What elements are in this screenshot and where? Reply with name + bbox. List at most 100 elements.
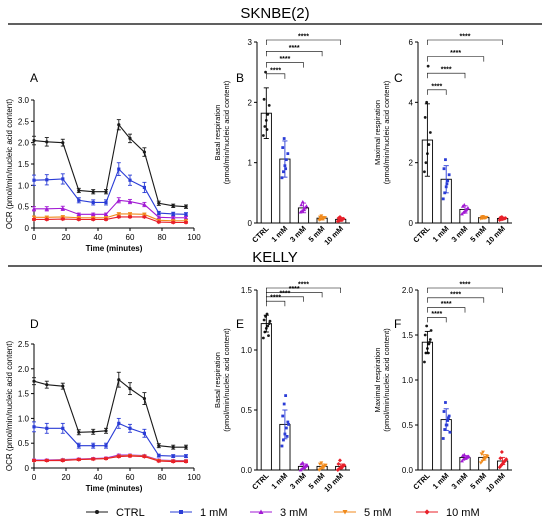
panel-letter-e: E (236, 317, 244, 331)
significance-label: **** (441, 301, 452, 308)
series-line (34, 455, 186, 463)
data-point (142, 185, 146, 190)
data-point (117, 421, 121, 425)
data-point (104, 429, 108, 433)
data-point (60, 458, 65, 463)
significance-bracket (265, 73, 286, 79)
data-point (156, 458, 161, 464)
data-point (104, 190, 108, 194)
data-point (76, 217, 81, 222)
replicate-point (444, 401, 447, 404)
y-tick-label: 0.0 (402, 466, 414, 475)
y-tick-label: 1.0 (18, 181, 30, 190)
data-point (32, 379, 36, 383)
data-point (128, 178, 132, 182)
x-tick-label: 60 (126, 233, 135, 242)
legend-item-10-mm: 10 mM (416, 507, 480, 519)
replicate-point (280, 444, 284, 448)
section-title-sknbe2: SKNBE(2) (240, 5, 309, 22)
y-tick-label: 2.0 (18, 139, 30, 148)
data-point (77, 430, 81, 434)
replicate-point (446, 419, 450, 422)
x-tick-label: 1 mM (269, 224, 289, 244)
series-1-mm (32, 417, 188, 459)
replicate-point (287, 423, 290, 426)
data-point (117, 378, 121, 382)
data-point (184, 205, 188, 209)
y-tick-label: 2.0 (18, 365, 30, 374)
replicate-point (446, 179, 450, 183)
y-tick-label: 0.5 (402, 421, 414, 430)
data-point (31, 217, 37, 222)
data-point (91, 212, 96, 216)
replicate-point (447, 416, 450, 420)
data-point (91, 190, 95, 194)
data-point (184, 212, 188, 216)
replicate-point (282, 402, 286, 406)
y-axis-label: Maximal respiration (pmol/min/nucleic aci… (373, 328, 391, 432)
y-tick-label: 1.0 (402, 376, 414, 385)
significance-label: **** (298, 282, 309, 289)
data-point (184, 445, 188, 449)
replicate-point (304, 204, 309, 208)
replicate-point (442, 410, 446, 413)
y-tick-label: 3.0 (18, 96, 30, 105)
data-point (32, 425, 36, 429)
significance-label: **** (289, 45, 300, 52)
x-tick-label: 20 (62, 473, 71, 482)
data-point (77, 198, 81, 202)
data-point (127, 453, 133, 459)
significance-bracket (427, 89, 447, 95)
replicate-point (427, 143, 431, 146)
replicate-point (466, 454, 471, 458)
y-tick-label: 1.0 (241, 346, 253, 355)
series-line (34, 216, 186, 224)
replicate-point (280, 176, 284, 180)
replicate-point (485, 455, 490, 459)
significance-bracket (265, 292, 323, 298)
x-tick-label: 0 (32, 473, 37, 482)
panel-letter-f: F (394, 317, 401, 331)
data-point (60, 206, 65, 210)
panel-letter-a: A (30, 71, 38, 85)
data-point (45, 178, 49, 182)
y-axis-label: OCR (pmol/min/nucleic acid content) (5, 99, 14, 230)
data-point (117, 167, 121, 171)
replicate-point (282, 438, 285, 442)
data-point (31, 206, 37, 211)
x-tick-label: 20 (62, 233, 71, 242)
replicate-point (425, 324, 429, 328)
replicate-point (267, 322, 271, 325)
replicate-point (478, 461, 483, 465)
data-point (116, 214, 121, 220)
legend-item-ctrl: CTRL (86, 507, 145, 519)
legend-label: 10 mM (446, 507, 480, 519)
legend-marker (424, 509, 430, 515)
y-axis-label-line: Maximal respiration (373, 100, 382, 165)
replicate-point (447, 414, 451, 418)
y-tick-label: 1.5 (18, 160, 30, 169)
data-point (61, 384, 65, 388)
significance-label: **** (279, 56, 290, 63)
data-point (157, 211, 161, 215)
series-10-mm (31, 453, 189, 464)
significance-label: **** (431, 311, 442, 318)
replicate-point (444, 158, 447, 162)
y-tick-label: 1.5 (241, 286, 253, 295)
x-tick-label: CTRL (411, 471, 432, 492)
significance-bracket (427, 56, 485, 62)
replicate-point (426, 64, 430, 68)
data-point (171, 459, 176, 464)
replicate-point (286, 152, 290, 156)
y-tick-label: 1.5 (402, 331, 414, 340)
replicate-point (479, 452, 484, 456)
data-point (77, 188, 81, 193)
x-tick-label-group: CTRL (411, 471, 432, 492)
y-axis-label: Basal respiration (pmol/min/nucleic acid … (213, 80, 231, 184)
significance-label: **** (279, 290, 290, 297)
data-point (45, 426, 49, 430)
significance-bracket (427, 317, 447, 323)
significance-bracket (265, 300, 286, 307)
data-point (183, 459, 189, 464)
legend-marker (95, 510, 99, 514)
